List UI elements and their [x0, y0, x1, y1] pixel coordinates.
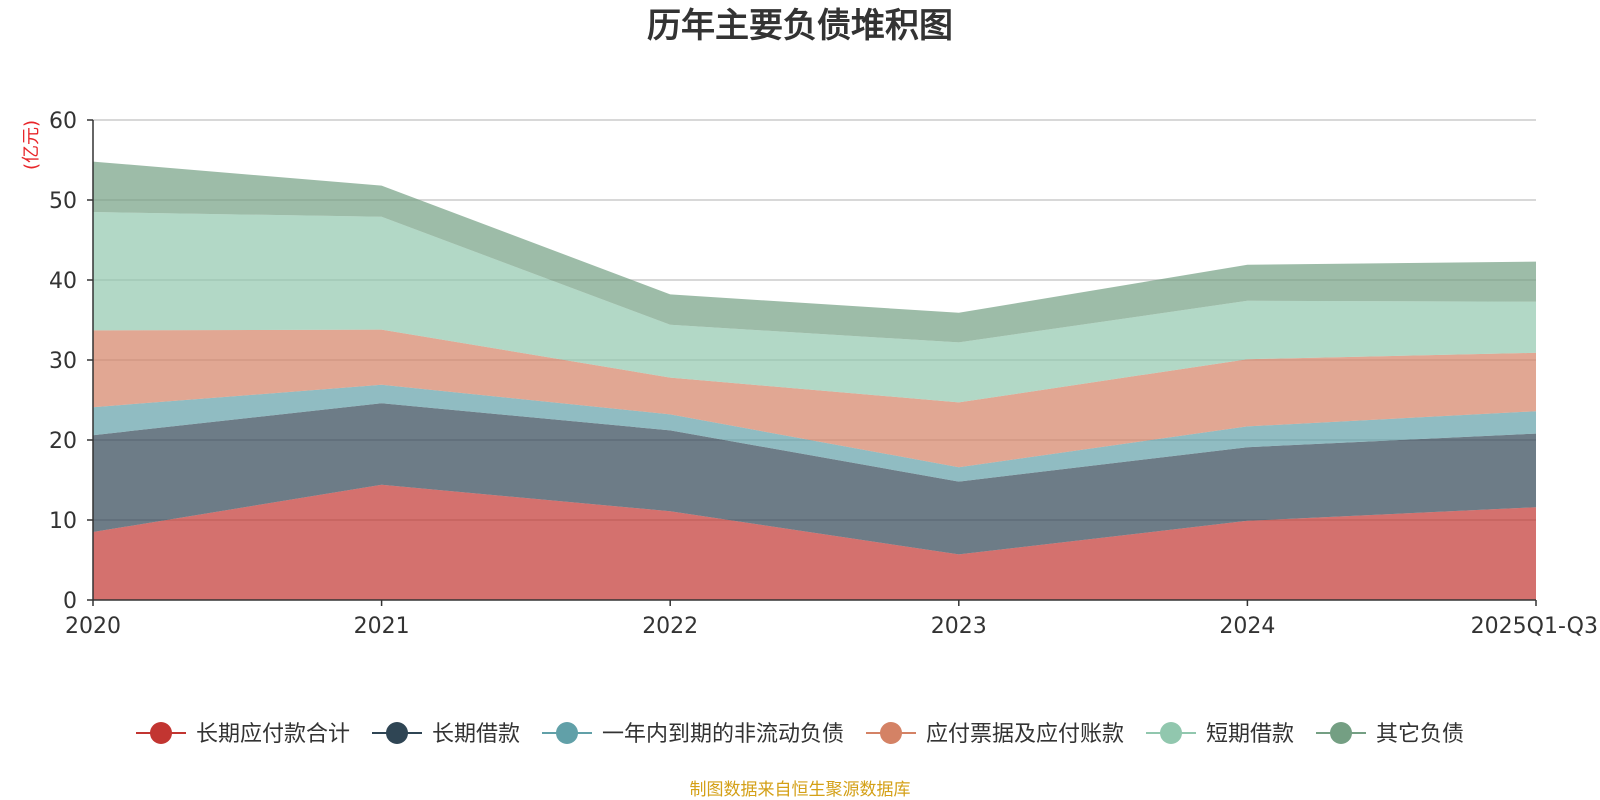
legend-label-1: 长期应付款合计: [196, 722, 350, 747]
y-tick-label: 60: [49, 109, 77, 134]
legend-label-3: 一年内到期的非流动负债: [602, 722, 844, 747]
x-tick-label: 2024: [1219, 614, 1275, 639]
area-series-5: [93, 212, 1536, 403]
legend-marker-4: [880, 722, 902, 744]
legend-marker-6: [1330, 722, 1352, 744]
data-source-note: 制图数据来自恒生聚源数据库: [690, 780, 911, 800]
area-series-6: [93, 161, 1536, 343]
legend-label-6: 其它负债: [1376, 722, 1464, 747]
y-tick-label: 30: [49, 349, 77, 374]
x-tick-label: 2020: [65, 614, 121, 639]
area-series-4: [93, 329, 1536, 468]
y-tick-label: 10: [49, 509, 77, 534]
legend-label-4: 应付票据及应付账款: [926, 722, 1124, 747]
area-series-2: [93, 403, 1536, 555]
area-series-layer: [93, 161, 1536, 600]
legend: 长期应付款合计 长期借款 一年内到期的非流动负债 应付票据及应付账款 短期借款 其它负债: [136, 722, 1464, 747]
x-tick-label: 2023: [931, 614, 987, 639]
area-series-3: [93, 384, 1536, 482]
axes: 0 10 20 30 40 50 60 2020 2021 2022 2023 2024 2025Q1-…: [49, 109, 1598, 639]
x-tick-label: 2021: [354, 614, 410, 639]
y-axis-unit: (亿元): [21, 120, 42, 170]
chart-title: 历年主要负债堆积图: [647, 6, 953, 46]
legend-marker-2: [386, 722, 408, 744]
y-tick-label: 40: [49, 269, 77, 294]
legend-marker-5: [1160, 722, 1182, 744]
x-tick-label: 2022: [642, 614, 698, 639]
legend-label-2: 长期借款: [432, 722, 520, 747]
y-tick-label: 20: [49, 429, 77, 454]
y-tick-label: 50: [49, 189, 77, 214]
area-series-1: [93, 484, 1536, 600]
y-tick-label: 0: [63, 589, 77, 614]
legend-marker-1: [150, 722, 172, 744]
x-tick-label: 2025Q1-Q3: [1471, 614, 1598, 639]
legend-label-5: 短期借款: [1206, 722, 1294, 747]
legend-marker-3: [556, 722, 578, 744]
